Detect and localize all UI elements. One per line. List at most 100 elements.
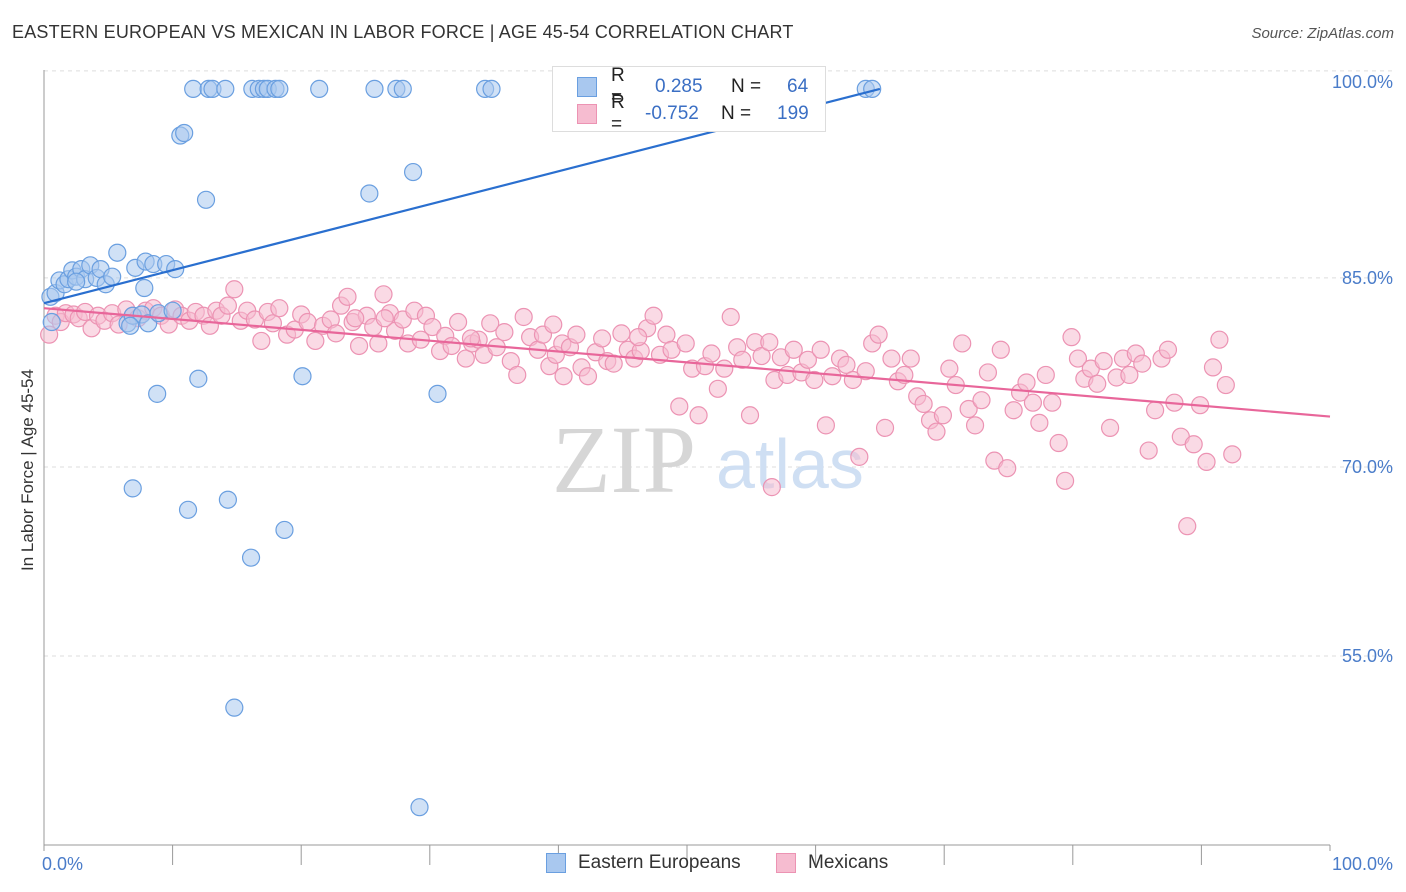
mexicans-point: [612, 324, 631, 343]
eastern-europeans-point: [103, 267, 122, 286]
mexicans-point: [338, 287, 357, 306]
mexicans-point: [349, 336, 369, 356]
mexicans-point: [1094, 351, 1113, 371]
mexicans-point: [1017, 373, 1036, 392]
mexicans-point: [593, 329, 612, 348]
mexicans-point: [933, 406, 953, 425]
eastern-europeans-point: [175, 123, 194, 143]
mexicans-point: [752, 346, 771, 366]
eastern-europeans-point: [410, 798, 429, 817]
mexicans-point: [1210, 330, 1229, 349]
x-tick-label: 0.0%: [42, 854, 83, 874]
mexicans-point: [959, 399, 978, 419]
mexicans-point: [895, 365, 914, 385]
mexicans-point: [978, 363, 998, 382]
mexicans-point: [708, 379, 727, 398]
mexicans-point: [456, 349, 475, 368]
legend-n-label: N =: [731, 76, 762, 97]
mexicans-point: [554, 367, 573, 386]
mexicans-point: [914, 394, 933, 414]
mexicans-point: [702, 344, 721, 363]
eastern-europeans-point: [393, 79, 412, 99]
mexicans-point: [965, 416, 985, 435]
mexicans-point: [689, 406, 708, 425]
mexicans-point: [346, 309, 365, 328]
mexicans-point: [1055, 471, 1075, 490]
mexicans-point: [760, 333, 779, 352]
mexicans-point: [1216, 375, 1235, 395]
mexicans-point: [270, 299, 289, 318]
eastern-europeans-point: [365, 79, 384, 99]
mexicans-point: [1120, 365, 1139, 385]
mexicans-point: [856, 362, 875, 381]
legend-n-label: N =: [721, 103, 752, 124]
mexicans-point: [676, 334, 695, 353]
mexicans-point: [369, 334, 388, 353]
mexicans-point: [816, 416, 835, 435]
mexicans-point: [1197, 452, 1216, 472]
legend-r-value: 0.285: [655, 76, 703, 97]
mexicans-point: [875, 418, 895, 437]
y-tick-label: 55.0%: [1342, 646, 1393, 666]
eastern-europeans-point: [163, 301, 182, 320]
mexicans-point: [423, 317, 442, 337]
eastern-europeans-point: [108, 243, 127, 262]
mexicans-point: [514, 307, 533, 327]
mexicans-point: [225, 280, 244, 299]
stats-legend: R = 0.285 N = 64 R = -0.752 N = 199: [552, 65, 826, 135]
mexicans-point: [374, 285, 393, 304]
eastern-europeans-point: [241, 548, 261, 567]
mexicans-point: [1023, 393, 1043, 412]
eastern-europeans-point: [360, 184, 379, 203]
eastern-europeans-point: [403, 162, 423, 182]
mexicans-point: [850, 447, 869, 466]
eastern-europeans-point: [196, 190, 216, 209]
mexicans-point: [495, 323, 514, 342]
mexicans-point: [1030, 413, 1049, 432]
mexicans-point: [1184, 435, 1203, 454]
mexicans-point: [567, 325, 586, 344]
eastern-europeans-point: [189, 369, 208, 388]
mexicans-point: [784, 340, 803, 359]
mexicans-point: [644, 306, 663, 325]
mexicans-point: [805, 370, 824, 390]
eastern-europeans-point: [482, 79, 501, 99]
eastern-europeans-point: [275, 520, 294, 540]
eastern-europeans-point: [216, 79, 235, 99]
series-mexicans: [40, 280, 1242, 536]
chart-title: EASTERN EUROPEAN VS MEXICAN IN LABOR FOR…: [12, 22, 794, 42]
watermark: ZIP atlas: [552, 406, 864, 513]
mexicans-point: [298, 312, 317, 332]
eastern-europeans-point: [293, 367, 312, 386]
mexicans-point: [721, 307, 740, 327]
eastern-europeans-point: [121, 316, 140, 335]
legend-r-label: R =: [611, 92, 625, 135]
mexicans-point: [991, 340, 1010, 359]
mexicans-point: [461, 329, 481, 348]
mexicans-point: [972, 391, 991, 410]
mexicans-point: [798, 350, 817, 369]
source-label: Source: ZipAtlas.com: [1251, 25, 1394, 42]
eastern-europeans-point: [225, 698, 244, 717]
legend-n-value: 199: [777, 103, 809, 124]
eastern-europeans-point: [178, 500, 198, 519]
eastern-europeans-point: [42, 312, 61, 332]
eastern-europeans-point: [184, 79, 203, 99]
eastern-europeans-point: [428, 384, 447, 403]
mexicans-trend-line: [43, 307, 1331, 418]
eastern-europeans-point: [67, 272, 86, 291]
mexicans-point: [1088, 374, 1107, 393]
legend-item-mexicans: Mexicans: [776, 852, 888, 874]
mexicans-point: [1203, 358, 1223, 377]
mexicans-point: [1178, 517, 1197, 536]
mexicans-point: [1004, 401, 1023, 420]
legend-row-eastern-europeans: R = 0.285 N = 64: [577, 65, 863, 108]
mexicans-point: [657, 325, 676, 344]
eastern-europeans-point: [863, 79, 882, 99]
y-tick-label: 85.0%: [1342, 268, 1393, 288]
x-tick-labels: 0.0% 100.0%: [42, 854, 1393, 874]
mexicans-point: [481, 314, 500, 333]
legend-swatch-blue: [546, 853, 566, 873]
mexicans-point: [544, 315, 563, 334]
